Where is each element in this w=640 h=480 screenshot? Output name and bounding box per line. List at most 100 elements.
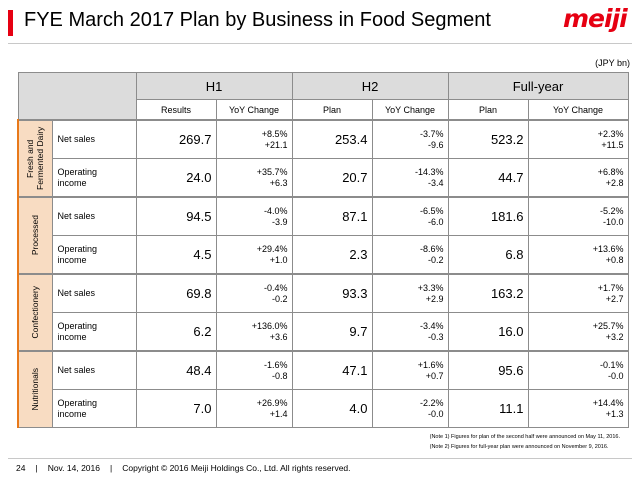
yoy-amount: +2.8 [605, 177, 624, 188]
yoy-percent: -1.6% [263, 359, 288, 370]
yoy-amount: +6.3 [269, 177, 288, 188]
yoy-amount: -6.0 [427, 216, 444, 227]
yoy-percent: +13.6% [592, 243, 624, 254]
yoy-percent: -8.6% [419, 243, 444, 254]
fy-value: 6.8 [447, 235, 529, 275]
yoy-percent: -2.2% [419, 397, 444, 408]
yoy-amount: +2.9 [425, 293, 444, 304]
fy-value: 181.6 [447, 196, 529, 236]
header-h1: H1 [135, 72, 293, 100]
yoy-percent: +26.9% [256, 397, 288, 408]
fy-value: 163.2 [447, 273, 529, 313]
h1-yoy-change: +136.0% +3.6 [215, 312, 293, 352]
h1-yoy-change: -1.6% -0.8 [215, 350, 293, 390]
h1-yoy-change: -4.0% -3.9 [215, 196, 293, 236]
h1-yoy-change: +29.4% +1.0 [215, 235, 293, 275]
yoy-percent: -3.7% [419, 128, 444, 139]
h1-value: 24.0 [135, 158, 217, 198]
segment-label: Fresh and Fermented Dairy [17, 119, 53, 198]
yoy-amount: -0.2 [271, 293, 288, 304]
yoy-percent: -0.4% [263, 282, 288, 293]
segment-name: Fresh and Fermented Dairy [25, 126, 46, 191]
h1-yoy-change: -0.4% -0.2 [215, 273, 293, 313]
fy-yoy-change: +14.4% +1.3 [527, 389, 629, 428]
h1-value: 4.5 [135, 235, 217, 275]
h2-yoy-change: -3.4% -0.3 [371, 312, 449, 352]
item-label: Operating income [51, 235, 137, 275]
yoy-percent: -3.4% [419, 320, 444, 331]
yoy-percent: +1.7% [597, 282, 624, 293]
fy-value: 523.2 [447, 119, 529, 159]
table-row: Nutritionals Net sales 48.4 -1.6% -0.8 47.1 +1… [17, 350, 629, 428]
h1-yoy-change: +8.5% +21.1 [215, 119, 293, 159]
footer-copyright: Copyright © 2016 Meiji Holdings Co., Ltd… [122, 463, 351, 473]
yoy-percent: -4.0% [263, 205, 288, 216]
fy-yoy-change: +1.7% +2.7 [527, 273, 629, 313]
fy-yoy-change: -0.1% -0.0 [527, 350, 629, 390]
fy-value: 44.7 [447, 158, 529, 198]
table-row: Fresh and Fermented Dairy Net sales 269.7 +… [17, 119, 629, 198]
yoy-percent: -0.1% [600, 359, 624, 370]
segment-label: Confectionery [17, 273, 53, 352]
h1-value: 269.7 [135, 119, 217, 159]
yoy-percent: -5.2% [600, 205, 624, 216]
header-h1-results: Results [135, 99, 217, 121]
header-fy-yoy: YoY Change [527, 99, 629, 121]
table-row: Operating income 24.0 +35.7% +6.3 20.7 -14.3% -… [18, 158, 629, 198]
item-label-line: income [57, 254, 87, 265]
header-full-year: Full-year [447, 72, 629, 100]
fy-yoy-change: +13.6% +0.8 [527, 235, 629, 275]
yoy-amount: -0.2 [427, 254, 444, 265]
yoy-percent: +2.3% [597, 128, 624, 139]
segment-label: Nutritionals [17, 350, 53, 428]
yoy-percent: +8.5% [261, 128, 288, 139]
table-row: Operating income 7.0 +26.9% +1.4 4.0 -2.2% -0.0… [18, 389, 629, 428]
yoy-amount: +21.1 [264, 139, 288, 150]
yoy-amount: -0.0 [608, 370, 624, 381]
yoy-percent: +3.3% [417, 282, 444, 293]
title-accent-bar [8, 10, 13, 36]
yoy-amount: -0.3 [427, 331, 444, 342]
h2-yoy-change: +3.3% +2.9 [371, 273, 449, 313]
table-row: Processed Net sales 94.5 -4.0% -3.9 87.1 -6.5%… [17, 196, 629, 275]
meiji-logo: meiji [563, 4, 628, 33]
yoy-amount: +3.2 [605, 331, 624, 342]
yoy-amount: +1.4 [269, 408, 288, 419]
h2-value: 253.4 [291, 119, 373, 159]
header-row-periods: H1 H2 Full-year [17, 72, 629, 121]
unit-label: (JPY bn) [595, 58, 630, 68]
yoy-percent: +6.8% [597, 166, 624, 177]
item-label-line: Operating [57, 320, 98, 331]
page-title: FYE March 2017 Plan by Business in Food … [24, 9, 491, 31]
h1-value: 69.8 [135, 273, 217, 313]
header-h2: H2 [291, 72, 449, 100]
item-label-line: Operating [57, 243, 98, 254]
yoy-amount: +0.8 [605, 254, 624, 265]
yoy-percent: +35.7% [256, 166, 288, 177]
h1-value: 7.0 [135, 389, 217, 428]
yoy-amount: -0.8 [271, 370, 288, 381]
segment-label: Processed [17, 196, 53, 275]
item-label: Operating income [51, 158, 137, 198]
item-label-line: Net sales [57, 134, 96, 144]
footer: 24 | Nov. 14, 2016 | Copyright © 2016 Meiji … [16, 463, 351, 473]
h2-value: 9.7 [291, 312, 373, 352]
item-label: Net sales [51, 350, 137, 390]
item-label-line: income [57, 408, 87, 419]
title-divider [8, 43, 632, 44]
h2-yoy-change: -3.7% -9.6 [371, 119, 449, 159]
yoy-percent: +136.0% [251, 320, 288, 331]
h2-yoy-change: +1.6% +0.7 [371, 350, 449, 390]
h2-value: 20.7 [291, 158, 373, 198]
footer-divider [8, 458, 632, 459]
yoy-percent: +1.6% [417, 359, 444, 370]
item-label-line: income [57, 331, 87, 342]
item-label-line: Net sales [57, 365, 96, 375]
segment-name: Confectionery [30, 286, 41, 339]
plan-table: H1 H2 Full-year Results YoY Change Plan … [17, 72, 629, 428]
header-fy-plan: Plan [447, 99, 529, 121]
header-h1-yoy: YoY Change [215, 99, 293, 121]
segment-name: Nutritionals [30, 368, 41, 411]
table-row: Confectionery Net sales 69.8 -0.4% -0.2 93.3 +… [17, 273, 629, 352]
header-h2-plan: Plan [291, 99, 373, 121]
